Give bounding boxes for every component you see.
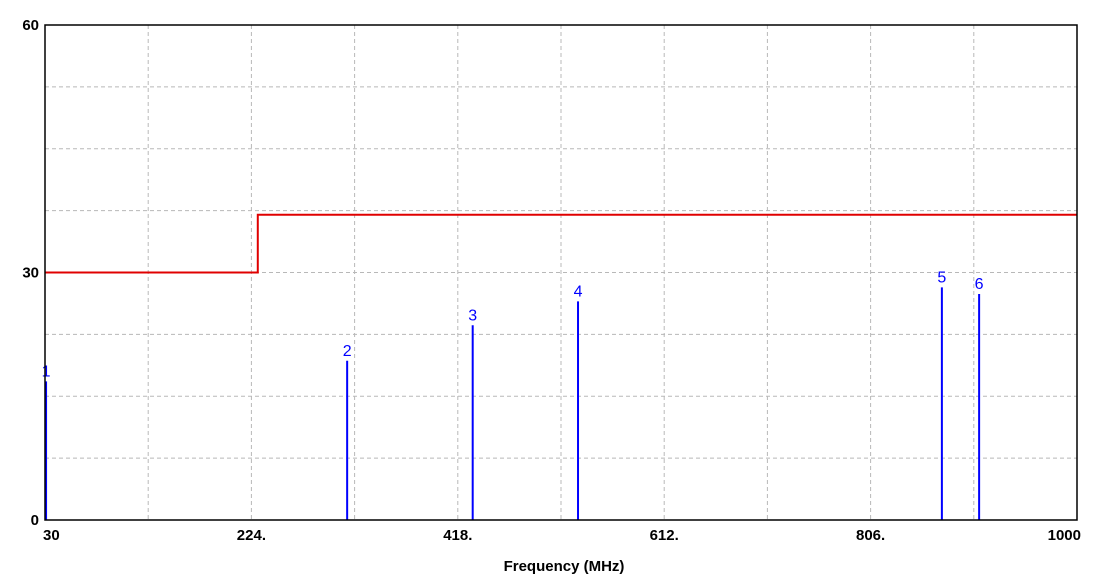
marker-label-6: 6: [975, 276, 984, 293]
y-tick-label: 60: [22, 17, 39, 34]
marker-label-2: 2: [343, 343, 352, 360]
x-tick-label: 1000: [1048, 527, 1081, 544]
marker-label-1: 1: [42, 363, 51, 380]
limit-line: [45, 213, 1077, 274]
x-tick-label: 418.: [443, 527, 472, 544]
x-tick-label: 806.: [856, 527, 885, 544]
y-tick-label: 0: [31, 512, 39, 529]
x-tick-label: 30: [43, 527, 60, 544]
y-tick-label: 30: [22, 265, 39, 282]
x-tick-label: 612.: [650, 527, 679, 544]
x-tick-label: 224.: [237, 527, 266, 544]
x-axis-title: Frequency (MHz): [504, 558, 625, 575]
marker-label-5: 5: [937, 269, 946, 286]
plot-frame: [44, 24, 1078, 521]
limit-line-group: [45, 213, 1077, 274]
marker-label-3: 3: [468, 307, 477, 324]
markers: 1 2 3 4 5 6: [42, 269, 984, 520]
marker-label-4: 4: [574, 283, 583, 300]
